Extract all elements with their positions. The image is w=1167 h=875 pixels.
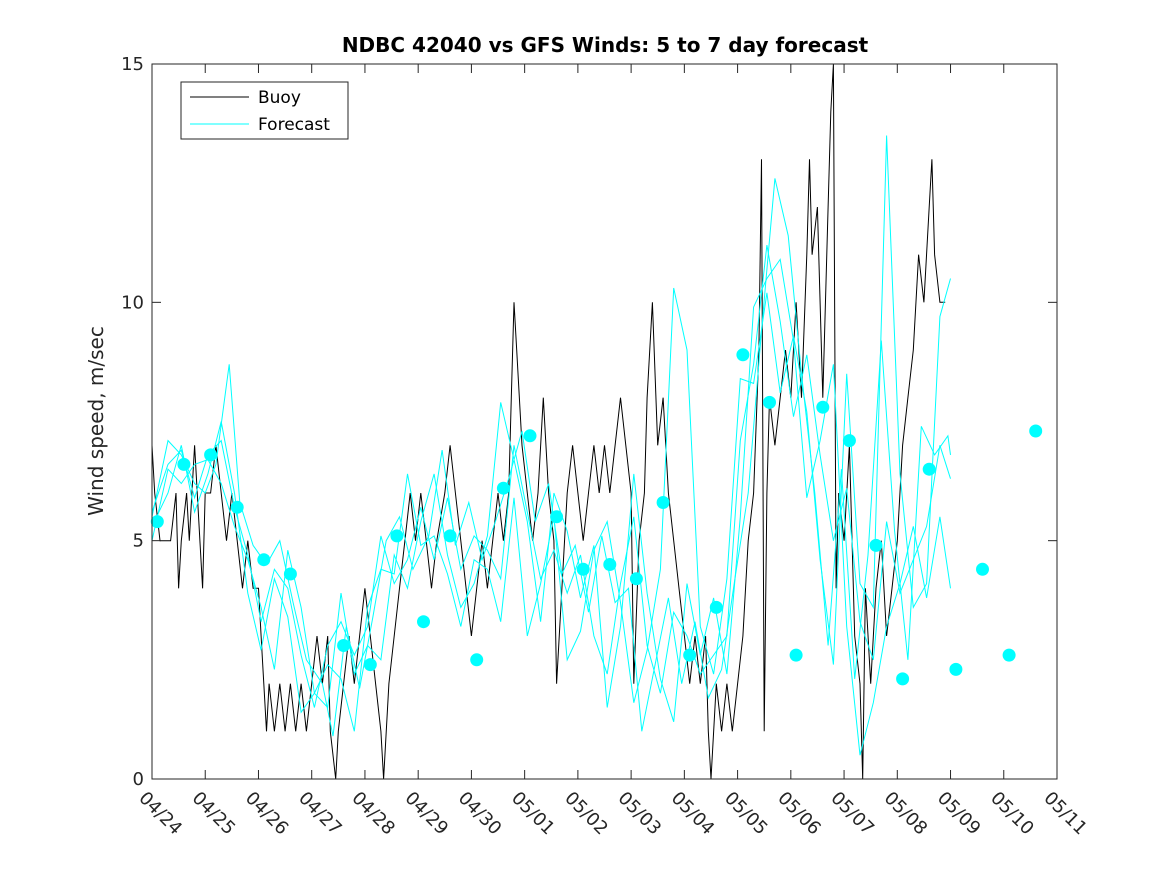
forecast-marker-5 (257, 553, 271, 567)
forecast-marker-13 (496, 481, 510, 495)
forecast-marker-6 (283, 567, 297, 581)
chart-title: NDBC 42040 vs GFS Winds: 5 to 7 day fore… (342, 33, 869, 57)
forecast-series-line-4 (151, 245, 951, 708)
legend-box (180, 81, 349, 140)
forecast-marker-17 (603, 558, 617, 571)
forecast-marker-4 (230, 500, 244, 514)
x-tick-label-05/10: 05/10 (986, 788, 1038, 840)
x-tick-label-05/03: 05/03 (614, 788, 666, 840)
forecast-marker-27 (869, 538, 883, 552)
forecast-marker-11 (443, 529, 457, 543)
legend: Buoy Forecast (180, 81, 349, 140)
x-tick-label-04/29: 04/29 (401, 788, 453, 840)
x-tick-label-05/02: 05/02 (560, 788, 612, 840)
forecast-marker-33 (1029, 424, 1043, 438)
forecast-series-line-2 (151, 258, 951, 756)
x-tick-label-05/06: 05/06 (773, 788, 825, 840)
forecast-marker-30 (949, 662, 963, 676)
forecast-marker-9 (390, 529, 404, 543)
forecast-marker-19 (656, 496, 670, 509)
x-tick-label-05/11: 05/11 (1039, 788, 1091, 840)
forecast-marker-15 (550, 510, 564, 524)
x-tick-label-04/25: 04/25 (188, 788, 240, 840)
x-tick-label-05/04: 05/04 (667, 788, 719, 840)
forecast-marker-7 (337, 639, 351, 652)
forecast-marker-31 (976, 562, 989, 576)
forecast-marker-16 (576, 562, 590, 576)
forecast-marker-29 (922, 462, 936, 476)
forecast-marker-3 (204, 448, 218, 462)
forecast-marker-2 (177, 457, 191, 471)
y-tick-label-10: 10 (121, 292, 144, 313)
x-tick-label-05/07: 05/07 (827, 788, 879, 840)
forecast-marker-12 (470, 653, 484, 667)
forecast-marker-21 (709, 600, 723, 614)
forecast-marker-26 (842, 434, 856, 448)
legend-buoy-label: Buoy (258, 88, 301, 108)
x-tick-label-04/24: 04/24 (134, 788, 186, 840)
y-tick-label-5: 5 (133, 531, 144, 552)
y-axis-label: Wind speed, m/sec (84, 326, 108, 516)
x-tick-label-04/30: 04/30 (454, 788, 506, 840)
x-tick-label-04/26: 04/26 (241, 788, 293, 840)
forecast-marker-8 (363, 658, 377, 672)
x-tick-label-05/05: 05/05 (720, 788, 772, 840)
x-tick-label-05/09: 05/09 (933, 788, 985, 840)
forecast-series-line-3 (151, 135, 951, 732)
y-tick-label-0: 0 (133, 769, 144, 790)
forecast-marker-25 (816, 400, 830, 414)
forecast-marker-18 (629, 572, 643, 586)
forecast-marker-10 (417, 615, 430, 629)
forecast-marker-28 (896, 672, 910, 686)
plot-area (150, 63, 1043, 780)
forecast-marker-1 (150, 515, 164, 529)
forecast-marker-24 (789, 648, 803, 662)
x-tick-label-05/08: 05/08 (880, 788, 932, 840)
y-tick-label-15: 15 (121, 54, 144, 75)
plot-frame (151, 63, 1058, 780)
x-tick-label-05/01: 05/01 (507, 788, 559, 840)
x-tick-label-04/27: 04/27 (294, 788, 346, 840)
x-tick-label-04/28: 04/28 (347, 788, 399, 840)
forecast-marker-22 (736, 348, 750, 362)
buoy-series-line (151, 63, 946, 780)
forecast-marker-23 (763, 395, 776, 409)
forecast-marker-20 (683, 648, 697, 662)
forecast-marker-32 (1002, 648, 1016, 662)
legend-forecast-label: Forecast (258, 115, 330, 135)
forecast-series-line-1 (151, 178, 951, 737)
forecast-marker-14 (523, 429, 537, 443)
